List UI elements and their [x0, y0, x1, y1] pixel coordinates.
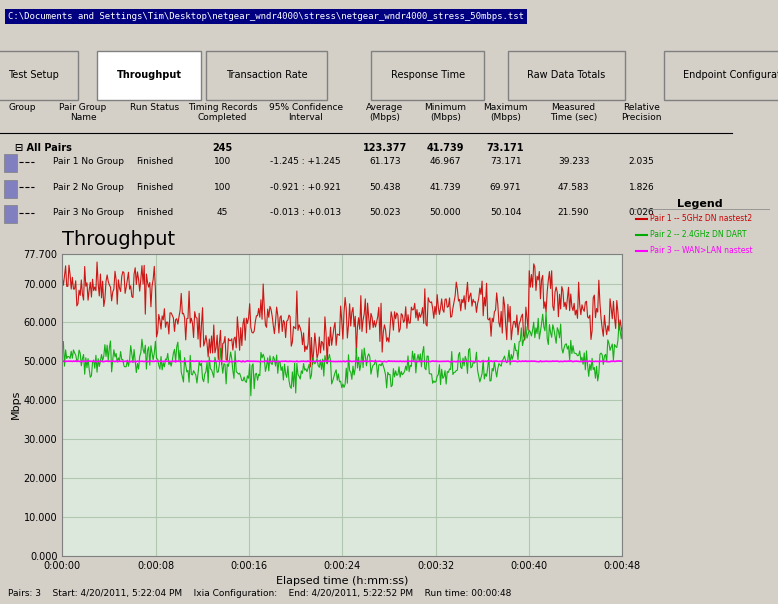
- Text: 39.233: 39.233: [558, 157, 589, 166]
- Bar: [4, 154, 17, 172]
- Text: Relative
Precision: Relative Precision: [621, 103, 662, 122]
- Text: 41.739: 41.739: [429, 183, 461, 191]
- Bar: [4, 205, 17, 223]
- Text: 73.171: 73.171: [490, 157, 521, 166]
- Text: Pair 1 -- 5GHz DN nastest2: Pair 1 -- 5GHz DN nastest2: [650, 214, 752, 223]
- Text: Endpoint Configuration: Endpoint Configuration: [683, 71, 778, 80]
- Text: 1.826: 1.826: [629, 183, 654, 191]
- X-axis label: Elapsed time (h:mm:ss): Elapsed time (h:mm:ss): [276, 576, 408, 586]
- Text: Finished: Finished: [136, 157, 173, 166]
- Text: 73.171: 73.171: [487, 144, 524, 153]
- Text: Pairs: 3    Start: 4/20/2011, 5:22:04 PM    Ixia Configuration:    End: 4/20/201: Pairs: 3 Start: 4/20/2011, 5:22:04 PM Ix…: [8, 589, 511, 598]
- Text: Throughput: Throughput: [117, 71, 182, 80]
- Text: 45: 45: [217, 208, 228, 217]
- Text: 50.023: 50.023: [369, 208, 401, 217]
- Text: Pair 2 -- 2.4GHz DN DART: Pair 2 -- 2.4GHz DN DART: [650, 230, 746, 239]
- Text: C:\Documents and Settings\Tim\Desktop\netgear_wndr4000\stress\netgear_wndr4000_s: C:\Documents and Settings\Tim\Desktop\ne…: [8, 12, 524, 21]
- Text: -1.245 : +1.245: -1.245 : +1.245: [270, 157, 341, 166]
- Text: Pair 1 No Group: Pair 1 No Group: [53, 157, 124, 166]
- Text: Finished: Finished: [136, 208, 173, 217]
- Text: Pair 2 No Group: Pair 2 No Group: [53, 183, 124, 191]
- Text: Average
(Mbps): Average (Mbps): [366, 103, 404, 122]
- Text: Maximum
(Mbps): Maximum (Mbps): [483, 103, 527, 122]
- Text: 69.971: 69.971: [490, 183, 521, 191]
- Text: 123.377: 123.377: [363, 144, 407, 153]
- Text: Raw Data Totals: Raw Data Totals: [527, 71, 606, 80]
- Title: Throughput: Throughput: [62, 230, 175, 249]
- Text: 2.035: 2.035: [629, 157, 654, 166]
- Text: 100: 100: [214, 183, 231, 191]
- Y-axis label: Mbps: Mbps: [11, 390, 20, 419]
- Text: Timing Records
Completed: Timing Records Completed: [187, 103, 258, 122]
- Text: Run Status: Run Status: [130, 103, 179, 112]
- Text: Minimum
(Mbps): Minimum (Mbps): [424, 103, 466, 122]
- Text: 95% Confidence
Interval: 95% Confidence Interval: [268, 103, 342, 122]
- Text: Pair 3 -- WAN>LAN nastest: Pair 3 -- WAN>LAN nastest: [650, 246, 752, 255]
- Text: 41.739: 41.739: [426, 144, 464, 153]
- Text: 0.026: 0.026: [629, 208, 654, 217]
- Text: 21.590: 21.590: [558, 208, 589, 217]
- Bar: [4, 180, 17, 198]
- Text: ⊟ All Pairs: ⊟ All Pairs: [15, 144, 72, 153]
- Text: 50.104: 50.104: [490, 208, 521, 217]
- Text: 100: 100: [214, 157, 231, 166]
- Text: Test Setup: Test Setup: [8, 71, 58, 80]
- Text: 47.583: 47.583: [558, 183, 589, 191]
- Text: 61.173: 61.173: [369, 157, 401, 166]
- Text: 50.000: 50.000: [429, 208, 461, 217]
- Text: Pair 3 No Group: Pair 3 No Group: [53, 208, 124, 217]
- Text: -0.921 : +0.921: -0.921 : +0.921: [270, 183, 341, 191]
- Text: Transaction Rate: Transaction Rate: [226, 71, 307, 80]
- Text: 50.438: 50.438: [369, 183, 401, 191]
- Text: 46.967: 46.967: [429, 157, 461, 166]
- Text: -0.013 : +0.013: -0.013 : +0.013: [270, 208, 342, 217]
- Text: 245: 245: [212, 144, 233, 153]
- Text: Pair Group
Name: Pair Group Name: [59, 103, 107, 122]
- Text: Measured
Time (sec): Measured Time (sec): [550, 103, 598, 122]
- Text: Finished: Finished: [136, 183, 173, 191]
- Text: Response Time: Response Time: [391, 71, 464, 80]
- Text: Legend: Legend: [678, 199, 723, 209]
- Text: Group: Group: [9, 103, 37, 112]
